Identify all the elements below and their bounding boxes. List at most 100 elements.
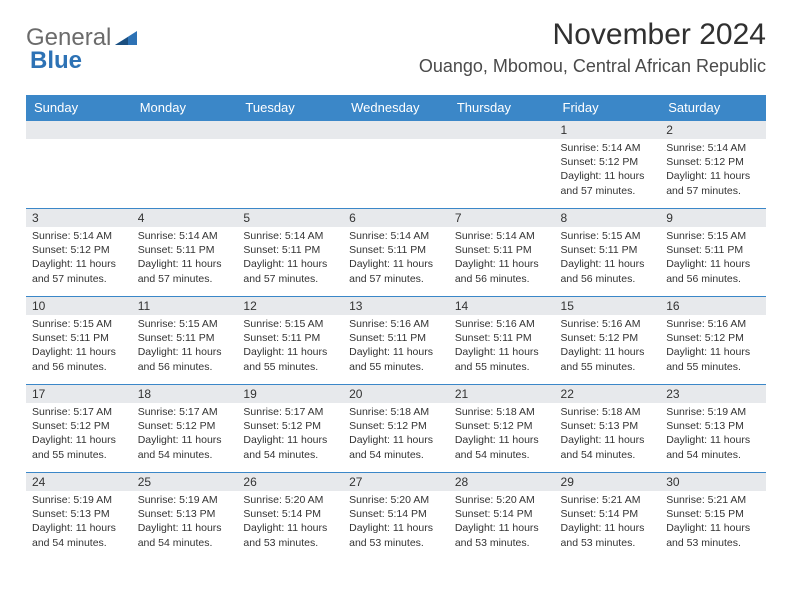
day-number	[132, 121, 238, 139]
calendar-week-row: 3Sunrise: 5:14 AMSunset: 5:12 PMDaylight…	[26, 209, 766, 297]
day-number: 25	[132, 473, 238, 491]
calendar-cell	[132, 121, 238, 209]
daylight1-text: Daylight: 11 hours	[561, 169, 655, 183]
day-number: 10	[26, 297, 132, 315]
weekday-header: Saturday	[660, 95, 766, 121]
calendar-cell: 28Sunrise: 5:20 AMSunset: 5:14 PMDayligh…	[449, 473, 555, 561]
sunset-text: Sunset: 5:11 PM	[349, 331, 443, 345]
cell-body: Sunrise: 5:16 AMSunset: 5:12 PMDaylight:…	[660, 315, 766, 378]
daylight2-text: and 54 minutes.	[455, 448, 549, 462]
sunset-text: Sunset: 5:12 PM	[561, 155, 655, 169]
cell-body: Sunrise: 5:19 AMSunset: 5:13 PMDaylight:…	[132, 491, 238, 554]
day-number: 17	[26, 385, 132, 403]
sunrise-text: Sunrise: 5:15 AM	[561, 229, 655, 243]
cell-body: Sunrise: 5:18 AMSunset: 5:13 PMDaylight:…	[555, 403, 661, 466]
sunrise-text: Sunrise: 5:21 AM	[666, 493, 760, 507]
day-number: 3	[26, 209, 132, 227]
cell-body: Sunrise: 5:15 AMSunset: 5:11 PMDaylight:…	[132, 315, 238, 378]
daylight1-text: Daylight: 11 hours	[561, 257, 655, 271]
calendar-cell: 9Sunrise: 5:15 AMSunset: 5:11 PMDaylight…	[660, 209, 766, 297]
sunrise-text: Sunrise: 5:15 AM	[138, 317, 232, 331]
daylight2-text: and 55 minutes.	[561, 360, 655, 374]
sunrise-text: Sunrise: 5:19 AM	[138, 493, 232, 507]
calendar-cell: 22Sunrise: 5:18 AMSunset: 5:13 PMDayligh…	[555, 385, 661, 473]
cell-body: Sunrise: 5:21 AMSunset: 5:14 PMDaylight:…	[555, 491, 661, 554]
daylight1-text: Daylight: 11 hours	[243, 345, 337, 359]
day-number: 5	[237, 209, 343, 227]
daylight1-text: Daylight: 11 hours	[243, 257, 337, 271]
daylight2-text: and 56 minutes.	[561, 272, 655, 286]
calendar-cell: 10Sunrise: 5:15 AMSunset: 5:11 PMDayligh…	[26, 297, 132, 385]
day-number	[449, 121, 555, 139]
daylight1-text: Daylight: 11 hours	[455, 433, 549, 447]
calendar-cell: 6Sunrise: 5:14 AMSunset: 5:11 PMDaylight…	[343, 209, 449, 297]
cell-body: Sunrise: 5:19 AMSunset: 5:13 PMDaylight:…	[660, 403, 766, 466]
calendar-cell: 3Sunrise: 5:14 AMSunset: 5:12 PMDaylight…	[26, 209, 132, 297]
day-number: 21	[449, 385, 555, 403]
daylight2-text: and 54 minutes.	[138, 536, 232, 550]
sunset-text: Sunset: 5:13 PM	[666, 419, 760, 433]
daylight2-text: and 56 minutes.	[666, 272, 760, 286]
daylight2-text: and 53 minutes.	[455, 536, 549, 550]
calendar-week-row: 1Sunrise: 5:14 AMSunset: 5:12 PMDaylight…	[26, 121, 766, 209]
cell-body: Sunrise: 5:15 AMSunset: 5:11 PMDaylight:…	[26, 315, 132, 378]
calendar-cell: 27Sunrise: 5:20 AMSunset: 5:14 PMDayligh…	[343, 473, 449, 561]
calendar-cell: 4Sunrise: 5:14 AMSunset: 5:11 PMDaylight…	[132, 209, 238, 297]
calendar-cell: 24Sunrise: 5:19 AMSunset: 5:13 PMDayligh…	[26, 473, 132, 561]
sunrise-text: Sunrise: 5:14 AM	[666, 141, 760, 155]
sunrise-text: Sunrise: 5:16 AM	[561, 317, 655, 331]
sunset-text: Sunset: 5:13 PM	[32, 507, 126, 521]
sunrise-text: Sunrise: 5:17 AM	[32, 405, 126, 419]
calendar-table: Sunday Monday Tuesday Wednesday Thursday…	[26, 95, 766, 561]
daylight1-text: Daylight: 11 hours	[349, 345, 443, 359]
daylight1-text: Daylight: 11 hours	[666, 169, 760, 183]
day-number: 28	[449, 473, 555, 491]
sunrise-text: Sunrise: 5:18 AM	[349, 405, 443, 419]
sunrise-text: Sunrise: 5:14 AM	[561, 141, 655, 155]
calendar-cell: 26Sunrise: 5:20 AMSunset: 5:14 PMDayligh…	[237, 473, 343, 561]
cell-body: Sunrise: 5:20 AMSunset: 5:14 PMDaylight:…	[343, 491, 449, 554]
calendar-cell: 19Sunrise: 5:17 AMSunset: 5:12 PMDayligh…	[237, 385, 343, 473]
cell-body: Sunrise: 5:14 AMSunset: 5:11 PMDaylight:…	[237, 227, 343, 290]
daylight2-text: and 56 minutes.	[455, 272, 549, 286]
calendar-cell: 1Sunrise: 5:14 AMSunset: 5:12 PMDaylight…	[555, 121, 661, 209]
calendar-cell: 25Sunrise: 5:19 AMSunset: 5:13 PMDayligh…	[132, 473, 238, 561]
calendar-cell	[343, 121, 449, 209]
sunrise-text: Sunrise: 5:19 AM	[666, 405, 760, 419]
calendar-cell: 2Sunrise: 5:14 AMSunset: 5:12 PMDaylight…	[660, 121, 766, 209]
daylight2-text: and 53 minutes.	[243, 536, 337, 550]
sunrise-text: Sunrise: 5:17 AM	[138, 405, 232, 419]
sunset-text: Sunset: 5:11 PM	[666, 243, 760, 257]
sunrise-text: Sunrise: 5:17 AM	[243, 405, 337, 419]
daylight1-text: Daylight: 11 hours	[138, 345, 232, 359]
daylight2-text: and 54 minutes.	[243, 448, 337, 462]
daylight2-text: and 55 minutes.	[32, 448, 126, 462]
daylight1-text: Daylight: 11 hours	[561, 521, 655, 535]
cell-body: Sunrise: 5:14 AMSunset: 5:11 PMDaylight:…	[132, 227, 238, 290]
calendar-cell	[237, 121, 343, 209]
day-number: 19	[237, 385, 343, 403]
weekday-header: Tuesday	[237, 95, 343, 121]
calendar-week-row: 17Sunrise: 5:17 AMSunset: 5:12 PMDayligh…	[26, 385, 766, 473]
sunset-text: Sunset: 5:11 PM	[455, 331, 549, 345]
sunset-text: Sunset: 5:12 PM	[243, 419, 337, 433]
sunset-text: Sunset: 5:11 PM	[349, 243, 443, 257]
calendar-cell: 18Sunrise: 5:17 AMSunset: 5:12 PMDayligh…	[132, 385, 238, 473]
daylight1-text: Daylight: 11 hours	[666, 345, 760, 359]
daylight1-text: Daylight: 11 hours	[561, 345, 655, 359]
cell-body: Sunrise: 5:17 AMSunset: 5:12 PMDaylight:…	[237, 403, 343, 466]
calendar-cell: 23Sunrise: 5:19 AMSunset: 5:13 PMDayligh…	[660, 385, 766, 473]
sunset-text: Sunset: 5:13 PM	[138, 507, 232, 521]
calendar-week-row: 24Sunrise: 5:19 AMSunset: 5:13 PMDayligh…	[26, 473, 766, 561]
sunrise-text: Sunrise: 5:14 AM	[138, 229, 232, 243]
daylight1-text: Daylight: 11 hours	[243, 433, 337, 447]
daylight1-text: Daylight: 11 hours	[666, 433, 760, 447]
daylight2-text: and 57 minutes.	[243, 272, 337, 286]
sunset-text: Sunset: 5:11 PM	[561, 243, 655, 257]
cell-body: Sunrise: 5:21 AMSunset: 5:15 PMDaylight:…	[660, 491, 766, 554]
sunset-text: Sunset: 5:12 PM	[455, 419, 549, 433]
day-number: 26	[237, 473, 343, 491]
day-number: 7	[449, 209, 555, 227]
sunrise-text: Sunrise: 5:20 AM	[349, 493, 443, 507]
sunset-text: Sunset: 5:14 PM	[561, 507, 655, 521]
